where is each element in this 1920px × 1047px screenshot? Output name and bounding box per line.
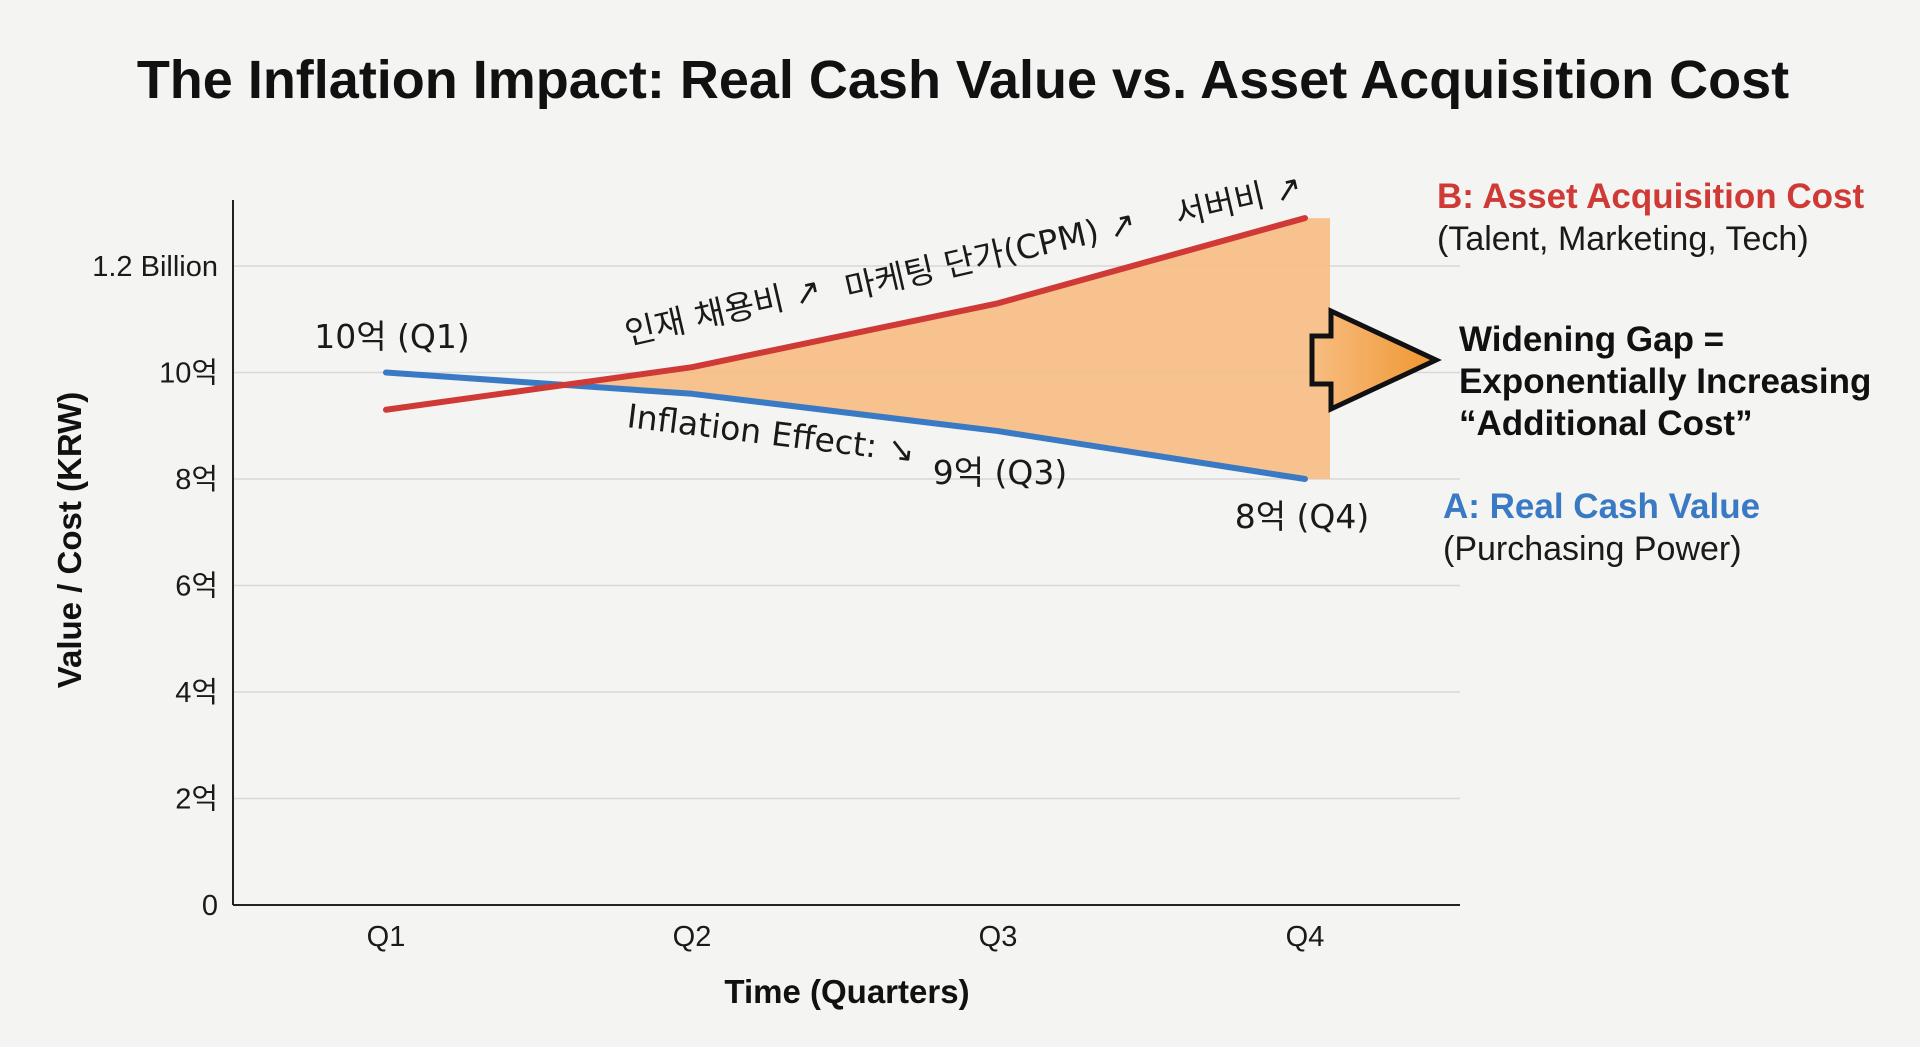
gap-text-line-1: Widening Gap = <box>1459 320 1724 359</box>
chart-title: The Inflation Impact: Real Cash Value vs… <box>137 50 1789 110</box>
series-a-line <box>383 369 1308 482</box>
legend-series-b-subtitle: (Talent, Marketing, Tech) <box>1437 220 1809 258</box>
gap-arrow-icon <box>1309 307 1442 413</box>
annotation-talent-cost: 인재 채용비 ↗ <box>621 270 825 353</box>
y-tick-label: 8억 <box>175 464 218 496</box>
x-tick-labels: Q1 Q2 Q3 Q4 <box>367 921 1325 953</box>
point-label-q3: 9억 (Q3) <box>933 453 1068 492</box>
x-tick-label: Q3 <box>979 921 1018 953</box>
gap-area <box>564 218 1330 479</box>
point-label-q1: 10억 (Q1) <box>314 317 470 356</box>
y-tick-label: 6억 <box>175 571 218 603</box>
x-tick-label: Q1 <box>367 921 406 953</box>
legend-series-a: A: Real Cash Value <box>1443 487 1760 526</box>
y-tick-label: 0 <box>202 890 218 922</box>
legend-series-b: B: Asset Acquisition Cost <box>1437 177 1865 216</box>
x-tick-label: Q2 <box>673 921 712 953</box>
y-tick-label: 4억 <box>175 677 218 709</box>
y-tick-label: 2억 <box>175 784 218 816</box>
point-label-q4: 8억 (Q4) <box>1235 497 1370 536</box>
gap-text-line-2: Exponentially Increasing <box>1459 362 1871 401</box>
series-b-line <box>383 215 1308 413</box>
y-axis-title: Value / Cost (KRW) <box>51 392 88 688</box>
y-tick-label: 1.2 Billion <box>92 251 218 283</box>
legend-series-a-subtitle: (Purchasing Power) <box>1443 530 1742 568</box>
y-tick-labels: 0 2억 4억 6억 8억 10억 1.2 Billion <box>92 251 218 922</box>
x-axis-title: Time (Quarters) <box>724 973 969 1010</box>
gap-text-line-3: “Additional Cost” <box>1459 404 1753 443</box>
x-tick-label: Q4 <box>1286 921 1325 953</box>
y-tick-label: 10억 <box>159 358 218 390</box>
